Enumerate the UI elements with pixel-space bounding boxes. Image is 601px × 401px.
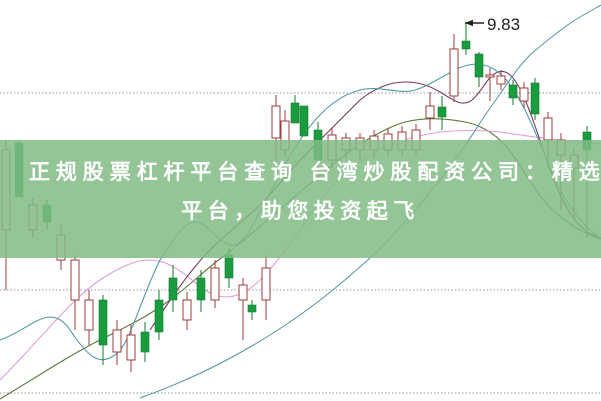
- svg-text:9.83: 9.83: [487, 15, 520, 34]
